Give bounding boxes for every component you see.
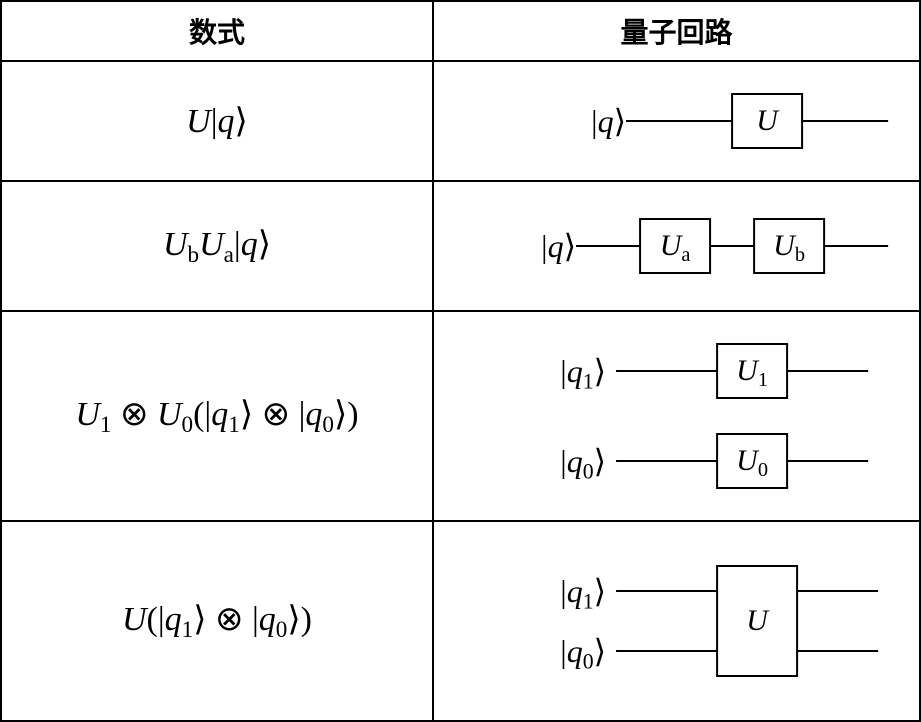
circuit-cell: |q⟩U	[433, 61, 920, 181]
circuit-cell: |q⟩UaUb	[433, 181, 920, 311]
formula-cell: U1 ⊗ U0(|q1⟩ ⊗ |q0⟩)	[1, 311, 433, 521]
formula-cell: U|q⟩	[1, 61, 433, 181]
circuit-cell: |q1⟩|q0⟩U	[433, 521, 920, 721]
quantum-table: 数式 量子回路 U|q⟩|q⟩UUbUa|q⟩|q⟩UaUbU1 ⊗ U0(|q…	[0, 0, 921, 722]
table-row: U1 ⊗ U0(|q1⟩ ⊗ |q0⟩) |q1⟩U1|q0⟩U0	[1, 311, 920, 521]
circuit-diagram: |q1⟩|q0⟩U	[434, 523, 918, 719]
header-row: 数式 量子回路	[1, 1, 920, 61]
formula-expr: UbUa|q⟩	[163, 226, 271, 263]
table-row: U(|q1⟩ ⊗ |q0⟩) |q1⟩|q0⟩U	[1, 521, 920, 721]
formula-expr: U|q⟩	[186, 103, 248, 140]
circuit-diagram: |q1⟩U1|q0⟩U0	[434, 313, 918, 519]
circuit-diagram: |q⟩U	[434, 63, 918, 179]
formula-expr: U(|q1⟩ ⊗ |q0⟩)	[122, 601, 312, 638]
table-row: U|q⟩ |q⟩U	[1, 61, 920, 181]
header-circuit: 量子回路	[433, 1, 920, 61]
circuit-diagram: |q⟩UaUb	[434, 183, 918, 309]
header-formula: 数式	[1, 1, 433, 61]
formula-cell: U(|q1⟩ ⊗ |q0⟩)	[1, 521, 433, 721]
circuit-cell: |q1⟩U1|q0⟩U0	[433, 311, 920, 521]
formula-cell: UbUa|q⟩	[1, 181, 433, 311]
table-row: UbUa|q⟩ |q⟩UaUb	[1, 181, 920, 311]
formula-expr: U1 ⊗ U0(|q1⟩ ⊗ |q0⟩)	[75, 396, 358, 433]
